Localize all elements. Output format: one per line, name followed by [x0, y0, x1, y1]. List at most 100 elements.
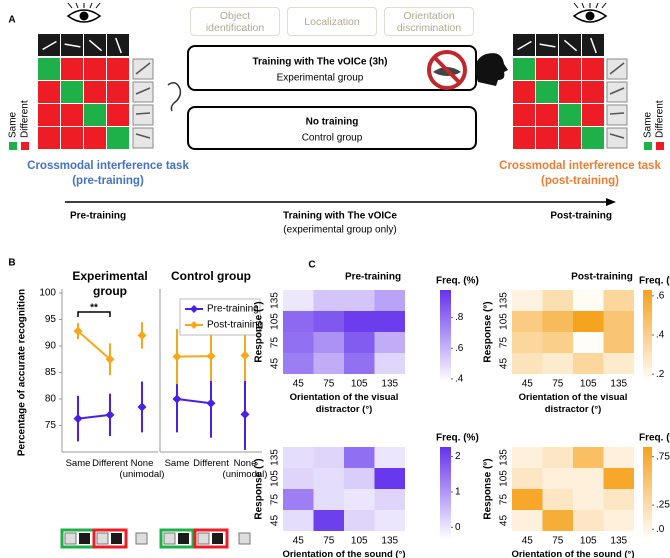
heatmap-cell [603, 489, 634, 510]
colorbar-label: Freq. (%) [639, 433, 670, 444]
y-tick-label: 105 [270, 470, 281, 487]
x-tick-label: 135 [381, 536, 398, 547]
condition-sound [238, 532, 251, 545]
heatmap-cell [344, 468, 375, 489]
heatmap-cell [573, 468, 604, 489]
heatmap-cell [573, 510, 604, 531]
legend-same: Same [643, 111, 654, 138]
sound-wave [609, 133, 625, 139]
trial-cell [513, 58, 535, 80]
same-swatch [644, 142, 652, 150]
heatmap-cell [344, 332, 375, 353]
series-line [176, 398, 212, 405]
colorbar-tick-label: 1 [455, 487, 461, 498]
trial-cell [582, 104, 604, 126]
condition-sound [163, 532, 176, 545]
y-tick-label: 135 [499, 449, 510, 466]
eye-lash [75, 2, 79, 9]
sound-stimulus [132, 81, 154, 103]
condition-sound [96, 532, 109, 545]
heatmap-cell [573, 290, 604, 311]
trial-cell [536, 127, 558, 149]
data-point [105, 354, 115, 364]
legend-same: Same [8, 111, 19, 138]
trial-cell [38, 81, 60, 103]
stimulus-bar [42, 40, 57, 51]
trial-cell [559, 81, 581, 103]
x-tick-label: 75 [323, 536, 335, 547]
eye-lash [581, 2, 585, 9]
trial-cell [61, 104, 83, 126]
condition-frame [92, 528, 128, 549]
trial-cell [582, 81, 604, 103]
data-point [172, 394, 182, 404]
sound-stimulus [132, 104, 154, 126]
colorbar-tick-label: .25 [656, 500, 670, 511]
eye-lash [573, 2, 579, 9]
heatmap-cell [313, 510, 344, 531]
heatmap-cell [512, 332, 543, 353]
different-swatch [21, 142, 29, 150]
legend-box [179, 298, 261, 336]
colorbar-tick-label: .2 [656, 369, 665, 380]
sound-stimulus [132, 127, 154, 149]
colorbar-tick-label: .75 [656, 451, 670, 462]
sound-wave [135, 62, 151, 75]
colorbar-label: Freq. (%) [436, 433, 479, 444]
condition-visual [178, 533, 189, 544]
heatmap-cell [344, 447, 375, 468]
heatmap-cell [313, 353, 344, 374]
chart-title: Experimental group [72, 269, 148, 298]
trial-cell [84, 104, 106, 126]
task-box: Localization [287, 7, 377, 36]
trial-cell [61, 58, 83, 80]
heatmap-title: Post-training [571, 272, 633, 283]
colorbar [643, 290, 652, 382]
heatmap-cell [344, 311, 375, 332]
series-line [77, 330, 111, 361]
y-tick-label: 105 [499, 313, 510, 330]
series-line [176, 355, 212, 358]
y-tick-label: 90 [45, 341, 57, 352]
y-tick-label: 85 [45, 367, 57, 378]
heatmap-cell [573, 311, 604, 332]
x-axis-label: Orientation of the sound (°) [282, 549, 406, 558]
colorbar-tick-label: .4 [455, 374, 464, 385]
colorbar-label: Freq. (%) [639, 276, 670, 287]
heatmap-cell [374, 332, 405, 353]
trial-cell [38, 104, 60, 126]
sound-wave [609, 62, 625, 75]
heatmap-cell [573, 332, 604, 353]
sound-wave [135, 87, 151, 95]
x-axis-label: Orientation of the sound (°) [511, 549, 635, 558]
x-tick-label: 105 [351, 536, 368, 547]
trial-cell [513, 127, 535, 149]
heatmap-cell [374, 468, 405, 489]
y-tick-label: 135 [270, 449, 281, 466]
stimulus-bar [517, 40, 532, 51]
trial-cell [84, 127, 106, 149]
trial-cell [513, 104, 535, 126]
control-box [187, 106, 477, 150]
heatmap-cell [313, 447, 344, 468]
stimulus-bar [64, 43, 81, 48]
trial-cell [536, 58, 558, 80]
data-point [137, 330, 147, 340]
heatmap-cell [542, 353, 573, 374]
heatmap-cell [283, 332, 314, 353]
same-swatch [9, 142, 17, 150]
heatmap-cell [283, 447, 314, 468]
y-tick-label: 80 [45, 394, 57, 405]
eye-lash [95, 2, 101, 9]
different-swatch [656, 142, 664, 150]
eye-pupil [585, 11, 595, 21]
data-point [206, 351, 216, 361]
panel-label: B [8, 258, 15, 269]
heatmap-cell [374, 290, 405, 311]
colorbar-tick-label: .0 [656, 524, 665, 535]
heatmap-cell [512, 468, 543, 489]
data-point [137, 402, 147, 412]
panel-label: C [308, 260, 315, 271]
heatmap-cell [344, 290, 375, 311]
trial-cell [107, 58, 129, 80]
